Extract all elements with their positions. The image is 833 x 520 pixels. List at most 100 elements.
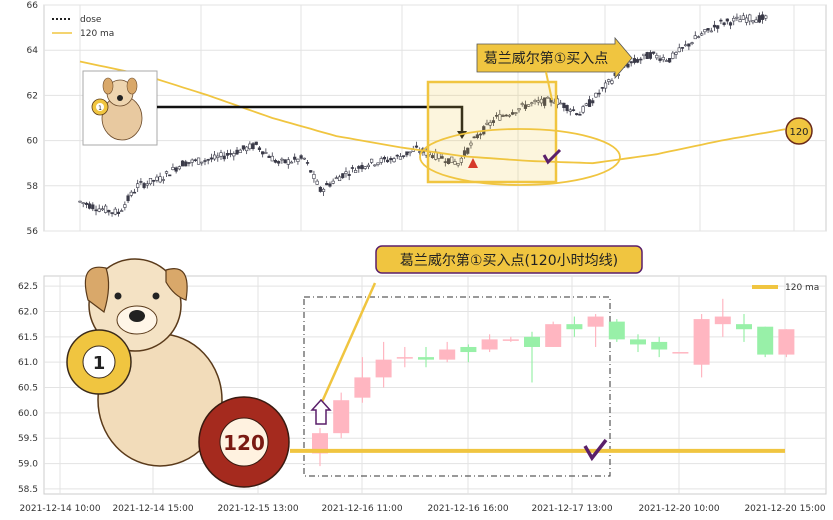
top-candle [376,162,380,165]
top-candle [530,102,534,104]
top-candle [161,179,165,181]
top-candle [562,102,566,108]
top-candle [453,161,457,165]
top-candle [225,153,230,156]
top-candles [78,11,768,217]
top-candle [693,35,697,40]
top-candle [257,147,262,150]
bottom-candle [778,329,795,355]
bottom-candle [630,339,646,345]
dog-thumbnail: 1 [82,70,158,146]
bottom-legend: 120 ma [752,283,819,293]
top-candle [725,18,729,22]
buy-point-ellipse [419,128,621,186]
top-candle [113,208,117,215]
bottom-x-tick-label: 2021-12-20 10:00 [638,504,719,514]
top-candle [357,166,361,169]
bottom-y-tick-label: 62.5 [18,282,38,292]
top-candle [344,171,348,174]
top-candle [196,157,201,165]
top-candle [610,80,614,84]
bottom-candle [333,400,350,434]
top-candle [123,204,127,208]
top-candle [193,159,197,161]
top-candle [712,24,717,28]
top-candle [677,47,681,53]
bottom-x-tick-label: 2021-12-14 15:00 [112,504,193,514]
top-candle [293,156,297,160]
top-candle [270,155,274,162]
bottom-candle [502,339,519,341]
top-candle [520,103,524,105]
top-candle [539,98,544,104]
bottom-candle [672,352,689,354]
top-candle [132,191,137,194]
top-candle [277,161,281,164]
svg-text:120: 120 [223,431,265,455]
top-candle [142,183,146,188]
top-callout: 葛兰威尔第①买入点 [476,36,633,101]
top-candle [760,14,765,20]
top-candle [318,186,322,192]
top-candle [187,162,191,164]
top-candle [527,104,531,107]
top-candle [498,114,502,121]
top-candle [459,157,463,163]
top-y-tick-label: 64 [27,46,39,56]
top-candle [379,158,383,163]
top-candle [129,191,133,196]
bottom-callout: 葛兰威尔第①买入点(120小时均线) [320,245,643,403]
bottom-x-ticks: 2021-12-14 10:00 2021-12-14 15:00 2021-12-… [19,504,825,514]
top-candle [648,52,653,59]
top-candle [571,109,576,111]
bottom-candle [651,341,668,350]
top-candle [280,158,284,161]
top-candle [568,109,572,112]
top-candle [200,161,204,164]
svg-text:1: 1 [93,353,106,374]
top-candle [273,160,278,163]
top-candle [206,159,210,161]
top-candle [398,156,403,160]
top-candle [591,100,595,104]
top-candle [629,61,633,64]
bottom-panel: 58.5 59.0 59.5 60.0 60.5 61.0 61.5 62.0 62.5 202… [18,245,827,514]
top-candle [443,161,447,163]
top-candle [757,15,761,23]
bottom-y-tick-label: 62.0 [18,307,38,317]
top-candle [366,164,371,168]
top-candle [216,155,220,158]
svg-text:1: 1 [98,105,102,112]
top-candle [139,181,143,183]
bottom-x-tick-label: 2021-12-14 10:00 [19,504,100,514]
top-candle [232,153,236,157]
top-candle [645,52,649,59]
top-candle [501,115,505,117]
top-candle [732,17,736,22]
top-candle [264,152,268,154]
top-callout-label: 葛兰威尔第①买入点 [484,50,609,67]
bottom-candle [375,359,392,378]
top-candle [709,30,713,33]
top-candle [168,174,172,177]
top-y-tick-label: 62 [27,91,38,101]
top-candle [382,156,387,160]
bottom-x-tick-label: 2021-12-16 16:00 [427,504,508,514]
top-candle [523,104,528,109]
top-candle [267,155,271,158]
top-candle [430,155,435,159]
bottom-candle [396,357,413,359]
top-y-tick-label: 66 [27,1,39,11]
bottom-x-tick-label: 2021-12-20 15:00 [744,504,825,514]
top-candle [353,170,358,173]
top-candle [741,15,745,20]
top-candle [100,208,105,211]
top-candle [296,158,300,162]
bottom-candle [566,324,583,330]
top-candle [94,209,98,212]
top-candle [488,122,492,126]
bottom-y-tick-label: 60.5 [18,384,38,394]
top-candle [104,205,108,213]
top-callout-arrow [476,36,633,80]
